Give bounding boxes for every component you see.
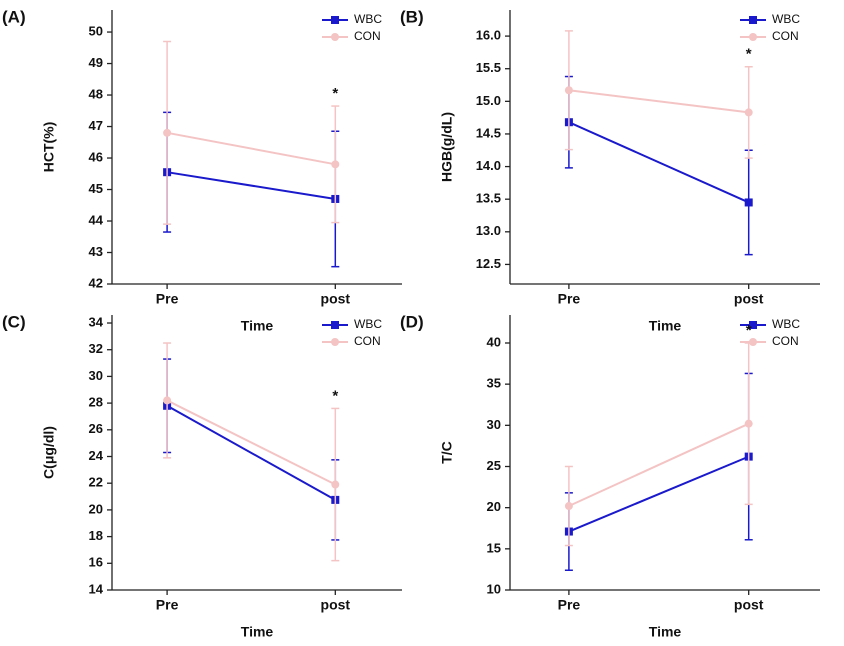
y-axis-label: C(μg/dl) xyxy=(41,426,57,479)
marker xyxy=(564,502,573,511)
panel: (C) C(μg/dl) Time 14 16 18 20 22 24 26 28 30 32 34 Pre… xyxy=(2,312,402,640)
x-axis-label: Time xyxy=(649,318,682,334)
marker xyxy=(163,128,172,137)
y-tick-label: 48 xyxy=(89,86,103,101)
series-line xyxy=(568,422,750,507)
series-line xyxy=(166,404,336,501)
y-tick-label: 14.5 xyxy=(476,125,501,140)
legend-marker xyxy=(749,338,757,346)
x-tick-label: Pre xyxy=(558,597,581,613)
marker xyxy=(564,86,573,95)
y-tick-label: 20 xyxy=(487,499,501,514)
y-tick-label: 42 xyxy=(89,275,103,290)
y-tick-label: 30 xyxy=(89,368,103,383)
y-tick-label: 20 xyxy=(89,501,103,516)
y-axis-label: HCT(%) xyxy=(41,122,57,173)
panel-label: (A) xyxy=(2,7,26,26)
y-tick-label: 24 xyxy=(89,448,104,463)
legend-marker xyxy=(749,16,757,24)
y-tick-label: 15.0 xyxy=(476,93,501,108)
y-tick-label: 34 xyxy=(89,314,104,329)
x-axis-label: Time xyxy=(241,318,274,334)
y-tick-label: 14.0 xyxy=(476,158,501,173)
x-tick-label: Pre xyxy=(156,291,179,307)
legend-marker xyxy=(331,16,339,24)
y-tick-label: 15 xyxy=(487,540,501,555)
marker xyxy=(744,198,753,207)
y-tick-label: 35 xyxy=(487,376,501,391)
marker xyxy=(331,480,340,489)
y-tick-label: 44 xyxy=(89,212,104,227)
x-tick-label: post xyxy=(734,291,764,307)
y-tick-label: 25 xyxy=(487,458,501,473)
panel: (B) HGB(g/dL) Time 12.5 13.0 13.5 14.0 14.5 15.0… xyxy=(400,7,820,334)
marker xyxy=(744,108,753,117)
x-tick-label: post xyxy=(734,597,764,613)
series-line xyxy=(166,399,336,486)
annotation: * xyxy=(332,85,338,102)
x-axis-label: Time xyxy=(649,624,682,640)
y-tick-label: 10 xyxy=(487,581,501,596)
y-tick-label: 18 xyxy=(89,528,103,543)
series-line xyxy=(568,89,749,114)
annotation: * xyxy=(746,322,752,339)
legend-label: CON xyxy=(772,29,799,43)
legend-label: WBC xyxy=(354,12,382,26)
y-tick-label: 22 xyxy=(89,475,103,490)
panel-label: (B) xyxy=(400,7,424,26)
y-tick-label: 32 xyxy=(89,341,103,356)
legend-label: WBC xyxy=(772,12,800,26)
y-tick-label: 26 xyxy=(89,421,103,436)
y-axis-label: T/C xyxy=(439,441,455,464)
y-tick-label: 45 xyxy=(89,181,103,196)
y-tick-label: 28 xyxy=(89,395,103,410)
series-line xyxy=(166,171,336,200)
marker xyxy=(744,419,753,428)
x-tick-label: post xyxy=(321,597,351,613)
series-line xyxy=(568,455,750,533)
y-axis-label: HGB(g/dL) xyxy=(439,112,455,182)
annotation: * xyxy=(332,387,338,404)
legend-marker xyxy=(331,321,339,329)
panel-label: (D) xyxy=(400,312,424,331)
y-tick-label: 16 xyxy=(89,555,103,570)
legend-label: CON xyxy=(354,334,381,348)
y-tick-label: 50 xyxy=(89,23,103,38)
series-line xyxy=(166,131,336,166)
panel-label: (C) xyxy=(2,312,26,331)
y-tick-label: 12.5 xyxy=(476,256,501,271)
y-tick-label: 47 xyxy=(89,118,103,133)
marker xyxy=(163,396,172,405)
legend-marker xyxy=(331,338,339,346)
x-tick-label: Pre xyxy=(156,597,179,613)
y-tick-label: 46 xyxy=(89,149,103,164)
y-tick-label: 49 xyxy=(89,55,103,70)
y-tick-label: 15.5 xyxy=(476,60,501,75)
legend-label: WBC xyxy=(772,317,800,331)
annotation: * xyxy=(746,46,752,63)
x-axis-label: Time xyxy=(241,624,274,640)
y-tick-label: 43 xyxy=(89,244,103,259)
marker xyxy=(331,160,340,169)
y-tick-label: 40 xyxy=(487,334,501,349)
legend-label: WBC xyxy=(354,317,382,331)
y-tick-label: 16.0 xyxy=(476,28,501,43)
series-line xyxy=(568,121,750,204)
y-tick-label: 13.5 xyxy=(476,191,501,206)
y-tick-label: 14 xyxy=(89,581,104,596)
legend-marker xyxy=(331,33,339,41)
x-tick-label: post xyxy=(321,291,351,307)
legend-marker xyxy=(749,33,757,41)
x-tick-label: Pre xyxy=(558,291,581,307)
panel: (D) T/C Time 10 15 20 25 30 35 40 Pre post WBC CON * xyxy=(400,312,820,640)
legend-label: CON xyxy=(354,29,381,43)
y-tick-label: 30 xyxy=(487,417,501,432)
y-tick-label: 13.0 xyxy=(476,223,501,238)
legend-marker xyxy=(749,321,757,329)
legend-label: CON xyxy=(772,334,799,348)
